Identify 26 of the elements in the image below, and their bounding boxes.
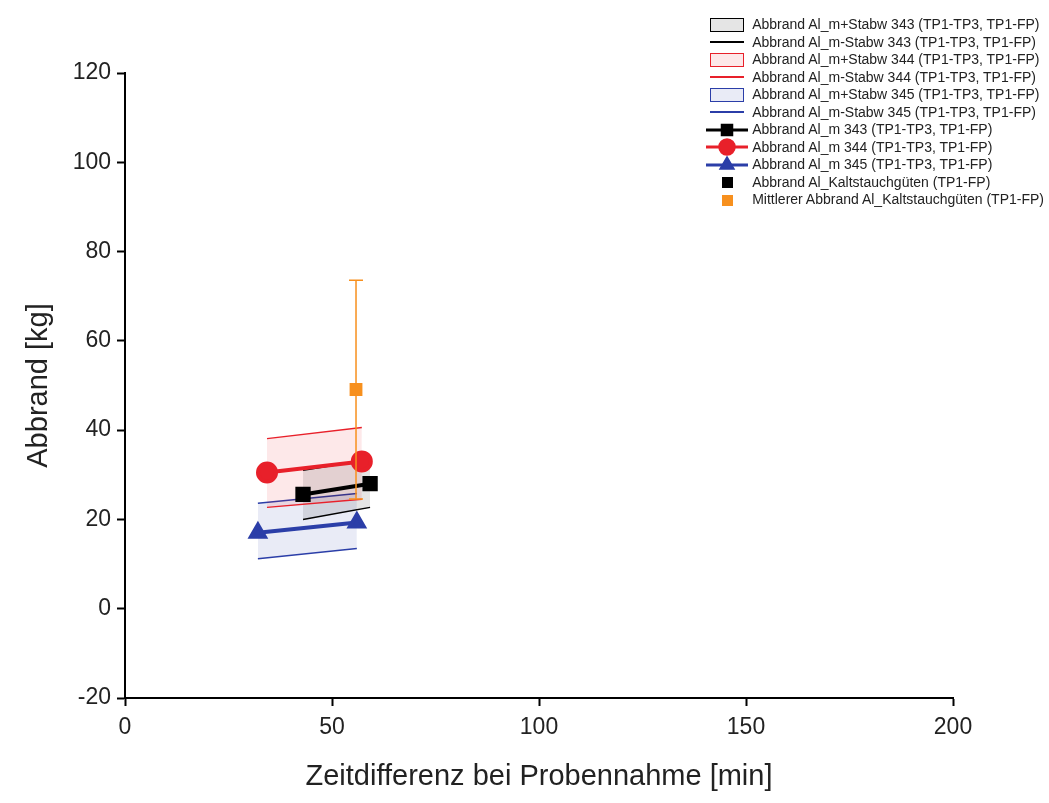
y-axis-title: Abbrand [kg] (21, 303, 54, 468)
y-tick-label: 120 (72, 58, 111, 85)
x-tick-label: 100 (519, 713, 559, 740)
legend-label: Abbrand Al_m 344 (TP1-TP3, TP1-FP) (752, 138, 993, 156)
legend-label: Abbrand Al_m+Stabw 344 (TP1-TP3, TP1-FP) (752, 51, 1040, 69)
y-tick-label: 40 (85, 415, 111, 442)
x-tick-label: 50 (319, 713, 345, 740)
x-axis-title: Zeitdifferenz bei Probennahme [min] (305, 758, 773, 791)
legend-label: Abbrand Al_m 345 (TP1-TP3, TP1-FP) (752, 156, 993, 174)
legend-label: Abbrand Al_m-Stabw 343 (TP1-TP3, TP1-FP) (752, 33, 1036, 51)
x-tick-label: 200 (933, 713, 973, 740)
y-tick-label: -20 (77, 683, 111, 710)
y-tick-label: 20 (85, 504, 111, 531)
legend-label: Abbrand Al_Kaltstauchgüten (TP1-FP) (752, 173, 991, 191)
legend-label: Abbrand Al_m+Stabw 345 (TP1-TP3, TP1-FP) (752, 86, 1040, 104)
y-tick-label: 80 (85, 236, 111, 263)
x-tick-label: 150 (726, 713, 766, 740)
y-tick-label: 0 (98, 594, 111, 621)
legend-label: Abbrand Al_m-Stabw 344 (TP1-TP3, TP1-FP) (752, 68, 1036, 86)
legend-label: Abbrand Al_m+Stabw 343 (TP1-TP3, TP1-FP) (752, 16, 1040, 34)
y-tick-label: 100 (72, 147, 111, 174)
x-tick-label: 0 (118, 713, 132, 740)
legend-label: Abbrand Al_m-Stabw 345 (TP1-TP3, TP1-FP) (752, 103, 1036, 121)
legend-label: Abbrand Al_m 343 (TP1-TP3, TP1-FP) (752, 121, 993, 139)
legend-label: Mittlerer Abbrand Al_Kaltstauchgüten (TP1-FP) (752, 191, 1044, 209)
y-tick-label: 60 (85, 326, 111, 353)
